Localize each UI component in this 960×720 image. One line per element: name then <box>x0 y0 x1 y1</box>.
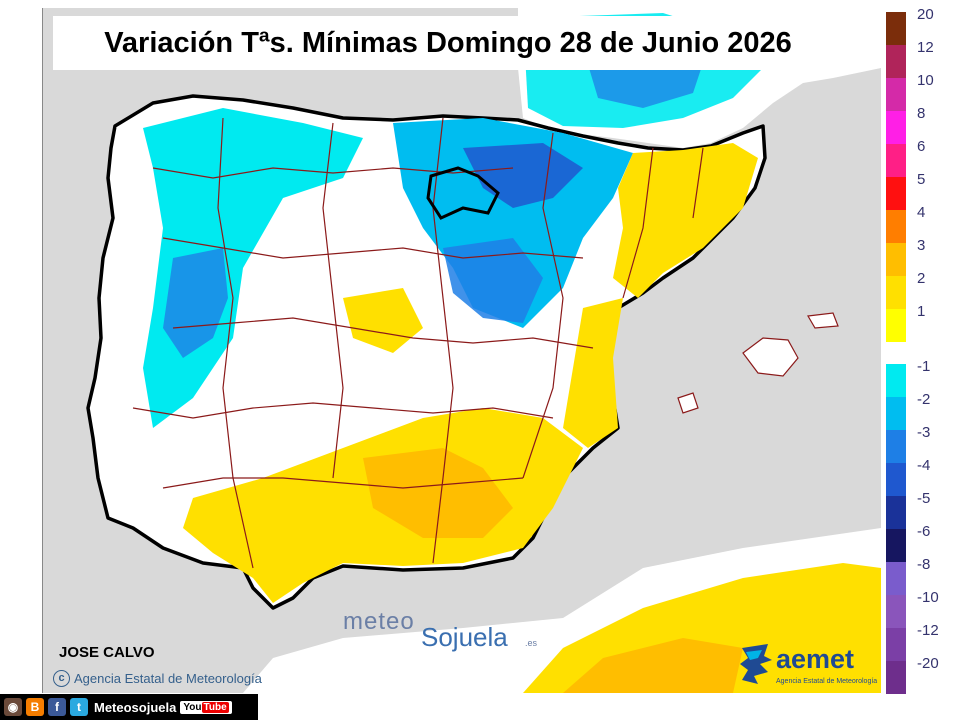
legend-swatch <box>886 463 906 496</box>
legend-swatch <box>886 210 906 243</box>
map-title: Variación Tªs. Mínimas Domingo 28 de Jun… <box>104 26 792 59</box>
legend-label: -4 <box>917 457 931 474</box>
social-handle: Meteosojuela <box>94 699 177 715</box>
east-anomaly-yellow <box>563 298 623 448</box>
legend-label: -20 <box>917 655 939 672</box>
author-label: JOSE CALVO <box>59 644 155 661</box>
legend-swatch <box>886 78 906 111</box>
legend-swatch <box>886 144 906 177</box>
youtube-icon[interactable]: You Tube <box>180 700 232 714</box>
youtube-tube: Tube <box>201 701 229 713</box>
south-anomaly-orange <box>363 448 513 538</box>
title-box: Variación Tªs. Mínimas Domingo 28 de Jun… <box>53 16 843 70</box>
legend-swatch <box>886 276 906 309</box>
temperature-variation-map <box>86 8 881 693</box>
legend-swatch <box>886 309 906 342</box>
copyright-notice: c Agencia Estatal de Meteorología <box>53 670 262 687</box>
legend-label: -2 <box>917 391 931 408</box>
legend-swatch <box>886 12 906 45</box>
legend-label: 3 <box>917 237 926 254</box>
watermark-meteo: meteo <box>343 608 415 635</box>
blogger-icon[interactable]: B <box>26 698 44 716</box>
youtube-you: You <box>183 701 202 713</box>
province-borders <box>132 117 704 569</box>
legend-label: 12 <box>917 39 934 56</box>
watermark-sojuela: Sojuela <box>421 622 508 652</box>
legend-label: -3 <box>917 424 931 441</box>
legend-swatch <box>886 177 906 210</box>
africa-anomaly-orange <box>563 638 743 693</box>
legend-swatch <box>886 111 906 144</box>
legend-swatch <box>886 661 906 694</box>
ne-anomaly-yellow <box>613 143 758 298</box>
legend-swatch <box>886 364 906 397</box>
legend-label: -8 <box>917 556 931 573</box>
nw-anomaly-blue <box>163 248 228 358</box>
legend-swatch <box>886 430 906 463</box>
legend-swatch <box>886 595 906 628</box>
legend-label: -5 <box>917 490 931 507</box>
legend-label: 4 <box>917 204 926 221</box>
north-anomaly-blue <box>463 143 583 208</box>
legend-label: 5 <box>917 171 926 188</box>
legend-swatch <box>886 496 906 529</box>
legend-swatch <box>886 397 906 430</box>
legend-swatch <box>886 562 906 595</box>
legend-swatch <box>886 628 906 661</box>
legend-label: -10 <box>917 589 939 606</box>
map-panel: Variación Tªs. Mínimas Domingo 28 de Jun… <box>42 8 881 693</box>
legend-label: -6 <box>917 523 931 540</box>
legend-label: 6 <box>917 138 926 155</box>
copyright-icon: c <box>53 670 70 687</box>
color-legend: 20 12 10 8 6 5 4 3 2 1 -1 -2 -3 -4 -5 -6 -8 -10 -12 -20 <box>886 6 956 694</box>
legend-swatch <box>886 529 906 562</box>
menorca-island <box>807 312 839 329</box>
instagram-icon[interactable]: ◉ <box>4 698 22 716</box>
legend-label: 10 <box>917 72 934 89</box>
legend-swatch <box>886 243 906 276</box>
twitter-icon[interactable]: t <box>70 698 88 716</box>
mallorca-island <box>742 337 799 377</box>
copyright-text: Agencia Estatal de Meteorología <box>74 671 262 686</box>
legend-label: -12 <box>917 622 939 639</box>
legend-label: -1 <box>917 358 931 375</box>
facebook-icon[interactable]: f <box>48 698 66 716</box>
legend-label: 2 <box>917 270 926 287</box>
aemet-logo: aemet Agencia Estatal de Meteorología <box>736 640 878 690</box>
la-rioja-outline <box>426 166 500 220</box>
watermark-es: .es <box>525 638 538 648</box>
aemet-subtitle: Agencia Estatal de Meteorología <box>776 678 878 685</box>
legend-label: 8 <box>917 105 926 122</box>
center-anomaly-blue <box>443 238 543 323</box>
aemet-emblem-icon <box>740 644 772 684</box>
legend-label: 20 <box>917 6 934 23</box>
ibiza-island <box>677 392 699 414</box>
legend-swatch <box>886 45 906 78</box>
meteosojuela-watermark: meteo Sojuela .es <box>343 602 573 652</box>
legend-label: 1 <box>917 303 926 320</box>
aemet-name: aemet <box>776 644 855 674</box>
